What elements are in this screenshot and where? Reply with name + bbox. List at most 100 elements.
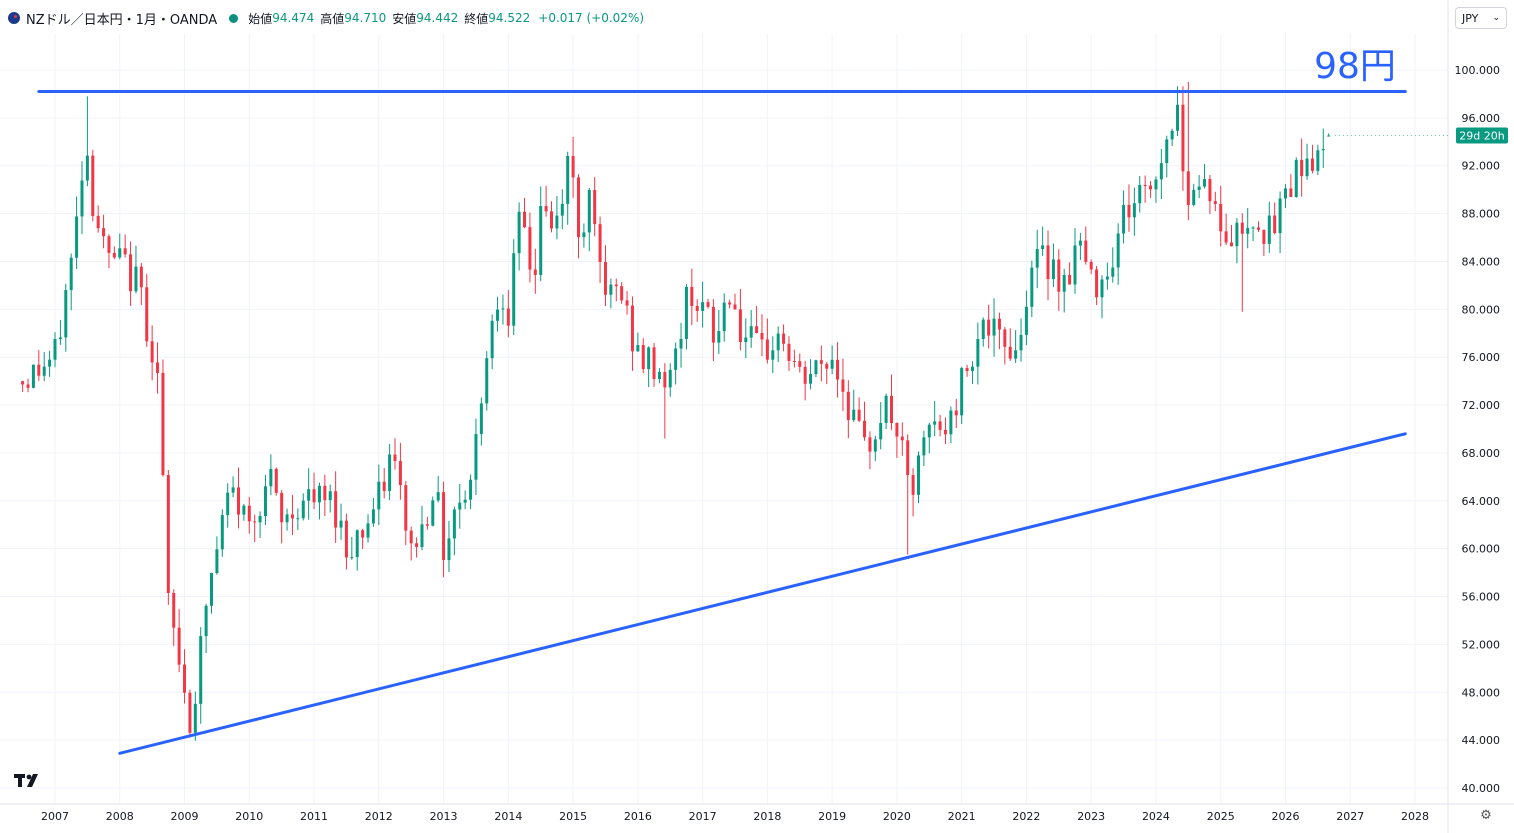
high-label: 高値 (320, 11, 345, 26)
candle-body (771, 350, 775, 360)
candle-body (269, 468, 273, 487)
candle-body (236, 487, 240, 515)
change-value: +0.017 (+0.02%) (538, 11, 645, 25)
candle-body (328, 491, 332, 501)
candle-body (404, 485, 408, 531)
gear-icon[interactable]: ⚙ (1480, 808, 1492, 823)
candle-body (1116, 233, 1120, 268)
candle-body (695, 305, 699, 311)
candle-body (1051, 259, 1055, 280)
symbol-title[interactable]: NZドル／日本円・1月・OANDA (26, 12, 218, 28)
candle-body (1035, 249, 1039, 268)
candle-body (1170, 130, 1174, 140)
candle-body (803, 366, 807, 384)
candle-body (139, 266, 143, 288)
candle-body (954, 410, 958, 416)
x-tick-label: 2013 (430, 810, 458, 823)
candle-body (474, 434, 478, 480)
candle-body (1300, 159, 1304, 177)
candle-body (1041, 245, 1045, 250)
candle-body (506, 308, 510, 326)
candle-body (156, 362, 160, 373)
candle-body (1267, 215, 1271, 244)
candle-body (496, 309, 500, 321)
candle-body (706, 302, 710, 307)
x-tick-label: 2026 (1271, 810, 1299, 823)
candle-body (1219, 203, 1223, 232)
candle-body (965, 368, 969, 372)
x-tick-label: 2024 (1142, 810, 1170, 823)
candle-body (199, 636, 203, 704)
candle-body (220, 515, 224, 550)
candle-body (307, 489, 311, 501)
candle-body (711, 306, 715, 343)
candle-body (760, 332, 764, 340)
candle-body (636, 345, 640, 352)
candle-body (334, 491, 338, 528)
candle-body (776, 333, 780, 351)
candle-body (539, 206, 543, 275)
candle-body (1057, 259, 1061, 292)
candle-body (188, 692, 192, 733)
candle-body (836, 359, 840, 380)
candle-body (490, 320, 494, 359)
high-value: 94.710 (344, 11, 387, 25)
candle-body (1240, 222, 1244, 234)
candle-body (765, 339, 769, 360)
candle-body (1327, 135, 1331, 137)
candle-body (1316, 150, 1320, 171)
candle-body (1278, 198, 1282, 234)
candle-body (452, 509, 456, 539)
candle-body (145, 287, 149, 342)
y-tick-label: 80.000 (1462, 303, 1501, 316)
candle-body (193, 703, 197, 733)
candle-body (1132, 203, 1136, 218)
candle-body (112, 252, 116, 258)
candle-body (722, 302, 726, 332)
candle-body (1310, 158, 1314, 171)
x-tick-label: 2025 (1207, 810, 1235, 823)
candle-body (555, 215, 559, 229)
x-tick-label: 2015 (559, 810, 587, 823)
candle-body (415, 543, 419, 548)
candle-body (1246, 227, 1250, 234)
candle-body (1273, 215, 1277, 234)
open-label: 始値 (248, 11, 273, 26)
currency-selector[interactable]: JPY ⌄ (1455, 7, 1507, 29)
candle-body (755, 326, 759, 333)
candle-body (1008, 346, 1012, 359)
candle-body (523, 211, 527, 228)
candle-body (172, 592, 176, 628)
candle-body (512, 253, 516, 326)
candle-body (247, 505, 251, 522)
candle-body (1235, 222, 1239, 247)
candle-body (1213, 201, 1217, 204)
candle-body (1030, 267, 1034, 307)
candle-body (873, 439, 877, 452)
candle-body (981, 319, 985, 339)
x-tick-label: 2017 (689, 810, 717, 823)
candle-body (927, 424, 931, 438)
candle-body (1127, 204, 1131, 218)
tradingview-logo-icon[interactable] (14, 772, 44, 793)
candle-body (576, 177, 580, 238)
candle-body (1138, 184, 1142, 204)
y-tick-label: 64.000 (1462, 495, 1501, 508)
candle-body (69, 257, 73, 291)
candle-body (258, 515, 262, 523)
candle-body (231, 487, 235, 493)
candle-body (1019, 334, 1023, 351)
candle-body (312, 489, 316, 503)
x-tick-label: 2008 (106, 810, 134, 823)
candle-body (393, 454, 397, 462)
y-tick-label: 72.000 (1462, 399, 1501, 412)
x-tick-label: 2022 (1012, 810, 1040, 823)
candle-body (1203, 179, 1207, 187)
candle-body (749, 326, 753, 338)
candle-body (1262, 229, 1266, 244)
candle-body (382, 481, 386, 491)
y-tick-label: 48.000 (1462, 686, 1501, 699)
candle-body (938, 421, 942, 430)
candle-body (1181, 104, 1185, 172)
